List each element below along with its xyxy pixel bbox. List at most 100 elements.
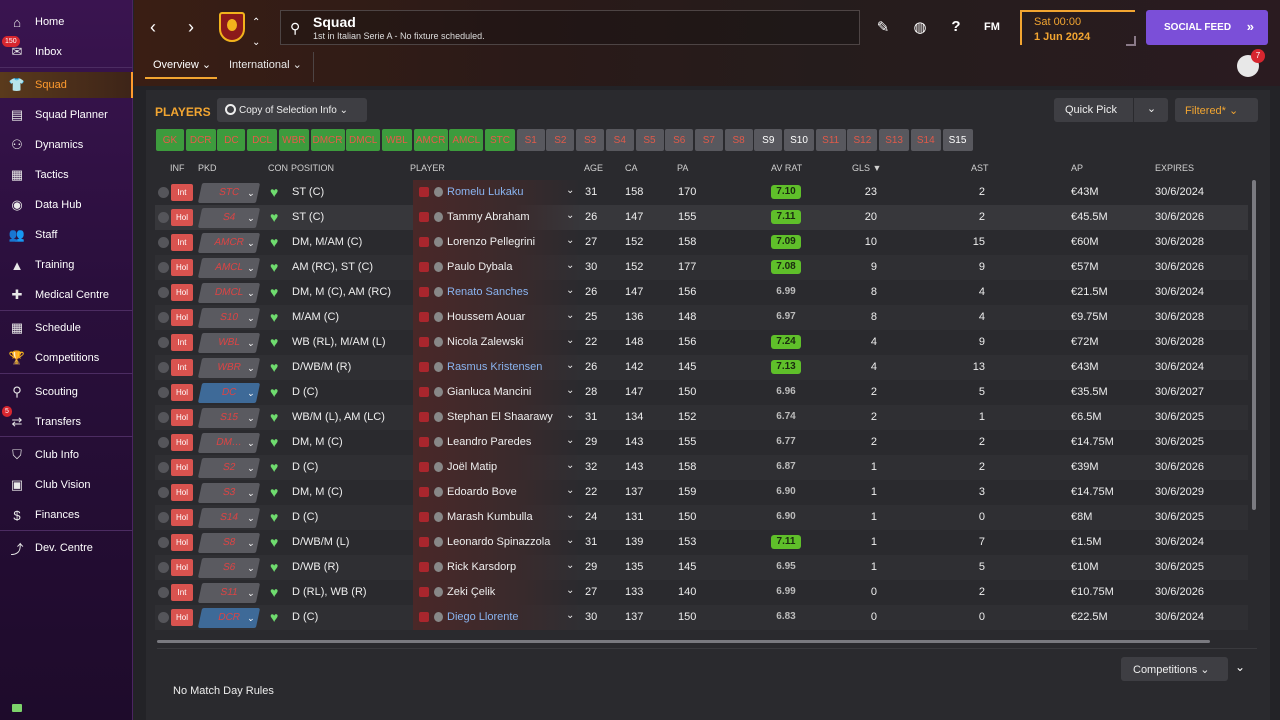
picked-position-selector[interactable]: AMCR ⌄: [197, 233, 261, 253]
col-con[interactable]: CON: [268, 163, 288, 173]
player-name[interactable]: Lorenzo Pellegrini: [447, 236, 536, 248]
info-badge[interactable]: Hol: [171, 484, 193, 501]
player-menu-chevron-icon[interactable]: ⌄: [566, 510, 575, 521]
row-select-checkbox[interactable]: [158, 412, 169, 423]
player-menu-chevron-icon[interactable]: ⌄: [566, 485, 575, 496]
picked-position-selector[interactable]: S2 ⌄: [197, 458, 261, 478]
player-name[interactable]: Leandro Paredes: [447, 436, 532, 448]
picked-position-selector[interactable]: DCR ⌄: [197, 608, 261, 628]
col-ca[interactable]: CA: [625, 163, 638, 173]
player-menu-chevron-icon[interactable]: ⌄: [566, 535, 575, 546]
edit-pencil-icon[interactable]: ✎: [876, 19, 890, 36]
sidebar-item-staff[interactable]: 👥 Staff: [0, 222, 133, 248]
picked-position-selector[interactable]: S15 ⌄: [197, 408, 261, 428]
copy-selection-info-button[interactable]: Copy of Selection Info ⌄: [217, 98, 367, 122]
picked-position-selector[interactable]: DMCL ⌄: [197, 283, 261, 303]
player-name[interactable]: Marash Kumbulla: [447, 511, 533, 523]
player-name[interactable]: Houssem Aouar: [447, 311, 526, 323]
sidebar-item-scouting[interactable]: ⚲ Scouting: [0, 379, 133, 405]
player-name[interactable]: Nicola Zalewski: [447, 336, 524, 348]
row-select-checkbox[interactable]: [158, 262, 169, 273]
selection-chip[interactable]: WBL: [381, 129, 412, 151]
player-menu-chevron-icon[interactable]: ⌄: [566, 235, 575, 246]
selection-chip[interactable]: DCR: [185, 129, 216, 151]
row-select-checkbox[interactable]: [158, 212, 169, 223]
player-menu-chevron-icon[interactable]: ⌄: [566, 310, 575, 321]
player-menu-chevron-icon[interactable]: ⌄: [566, 335, 575, 346]
col-av-rat[interactable]: AV RAT: [771, 163, 803, 173]
help-icon[interactable]: ?: [951, 18, 961, 35]
selection-chip[interactable]: GK: [156, 129, 184, 151]
table-row[interactable]: Hol S15 ⌄ ♥ WB/M (L), AM (LC) Stephan El Shaa…: [155, 405, 1248, 430]
date-continue-box[interactable]: Sat 00:00 1 Jun 2024: [1020, 10, 1136, 46]
selection-chip[interactable]: DMCR: [310, 129, 345, 151]
info-badge[interactable]: Hol: [171, 284, 193, 301]
picked-position-selector[interactable]: S14 ⌄: [197, 508, 261, 528]
quick-pick-dropdown-icon[interactable]: ⌄: [1133, 98, 1169, 122]
sidebar-item-tactics[interactable]: ▦ Tactics: [0, 162, 133, 188]
competitions-dropdown[interactable]: Competitions ⌄: [1121, 657, 1228, 681]
sidebar-item-transfers[interactable]: ⇄ 5 Transfers: [0, 406, 133, 435]
sidebar-item-data-hub[interactable]: ◉ Data Hub: [0, 192, 133, 218]
selection-chip[interactable]: WBR: [278, 129, 309, 151]
row-select-checkbox[interactable]: [158, 587, 169, 598]
table-row[interactable]: Hol S2 ⌄ ♥ D (C) Joël Matip ⌄ 32 143 158 6.87 1 2 €39…: [155, 455, 1248, 480]
info-badge[interactable]: Hol: [171, 559, 193, 576]
info-badge[interactable]: Hol: [171, 309, 193, 326]
info-badge[interactable]: Int: [171, 584, 193, 601]
selection-chip[interactable]: S5: [635, 129, 664, 151]
col-pkd[interactable]: PKD: [198, 163, 217, 173]
col-expires[interactable]: EXPIRES: [1155, 163, 1195, 173]
fm-menu-icon[interactable]: FM: [984, 21, 1000, 33]
row-select-checkbox[interactable]: [158, 487, 169, 498]
tab-overview[interactable]: Overview ⌄: [153, 59, 212, 71]
table-row[interactable]: Hol AMCL ⌄ ♥ AM (RC), ST (C) Paulo Dybala ⌄ 30 1…: [155, 255, 1248, 280]
col-age[interactable]: AGE: [584, 163, 604, 173]
sidebar-item-inbox[interactable]: ✉ 150 Inbox: [0, 36, 133, 65]
table-row[interactable]: Int S11 ⌄ ♥ D (RL), WB (R) Zeki Çelik ⌄ 27 133 14…: [155, 580, 1248, 605]
table-row[interactable]: Int WBL ⌄ ♥ WB (RL), M/AM (L) Nicola Zalewski…: [155, 330, 1248, 355]
player-menu-chevron-icon[interactable]: ⌄: [566, 260, 575, 271]
table-row[interactable]: Int STC ⌄ ♥ ST (C) Romelu Lukaku ⌄ 31 158 170 7.10…: [155, 180, 1248, 205]
sidebar-item-competitions[interactable]: 🏆 Competitions: [0, 345, 133, 371]
col-player[interactable]: PLAYER: [410, 163, 445, 173]
row-select-checkbox[interactable]: [158, 512, 169, 523]
sidebar-item-home[interactable]: ⌂ Home: [0, 9, 133, 35]
player-menu-chevron-icon[interactable]: ⌄: [566, 210, 575, 221]
selection-chip[interactable]: DMCL: [346, 129, 381, 151]
info-badge[interactable]: Hol: [171, 509, 193, 526]
selection-chip[interactable]: S15: [942, 129, 973, 151]
selection-chip[interactable]: DCL: [247, 129, 278, 151]
tab-international[interactable]: International ⌄: [229, 59, 302, 71]
picked-position-selector[interactable]: S8 ⌄: [197, 533, 261, 553]
selection-chip[interactable]: S4: [605, 129, 634, 151]
info-badge[interactable]: Int: [171, 184, 193, 201]
info-badge[interactable]: Hol: [171, 609, 193, 626]
row-select-checkbox[interactable]: [158, 562, 169, 573]
row-select-checkbox[interactable]: [158, 437, 169, 448]
info-badge[interactable]: Int: [171, 359, 193, 376]
player-menu-chevron-icon[interactable]: ⌄: [566, 285, 575, 296]
player-name[interactable]: Leonardo Spinazzola: [447, 536, 551, 548]
sidebar-item-finances[interactable]: $ Finances: [0, 502, 133, 528]
selection-chip[interactable]: STC: [485, 129, 515, 151]
picked-position-selector[interactable]: STC ⌄: [197, 183, 261, 203]
selection-chip[interactable]: S3: [576, 129, 605, 151]
table-row[interactable]: Hol S3 ⌄ ♥ DM, M (C) Edoardo Bove ⌄ 22 137 159 6.9…: [155, 480, 1248, 505]
col-ap[interactable]: AP: [1071, 163, 1084, 173]
sidebar-item-squad-planner[interactable]: ▤ Squad Planner: [0, 102, 133, 128]
selection-chip[interactable]: AMCR: [413, 129, 448, 151]
player-name[interactable]: Diego Llorente: [447, 611, 519, 623]
picked-position-selector[interactable]: DC ⌄: [197, 383, 261, 403]
player-menu-chevron-icon[interactable]: ⌄: [566, 460, 575, 471]
player-menu-chevron-icon[interactable]: ⌄: [566, 185, 575, 196]
player-name[interactable]: Joël Matip: [447, 461, 498, 473]
sidebar-item-club-info[interactable]: ⛉ Club Info: [0, 442, 133, 468]
selection-chip[interactable]: S1: [516, 129, 545, 151]
sidebar-item-training[interactable]: ▲ Training: [0, 252, 133, 278]
info-badge[interactable]: Int: [171, 234, 193, 251]
table-row[interactable]: Hol S14 ⌄ ♥ D (C) Marash Kumbulla ⌄ 24 131 150 6.9…: [155, 505, 1248, 530]
col-position[interactable]: POSITION: [291, 163, 335, 173]
player-menu-chevron-icon[interactable]: ⌄: [566, 385, 575, 396]
table-row[interactable]: Hol DMCL ⌄ ♥ DM, M (C), AM (RC) Renato Sanche…: [155, 280, 1248, 305]
